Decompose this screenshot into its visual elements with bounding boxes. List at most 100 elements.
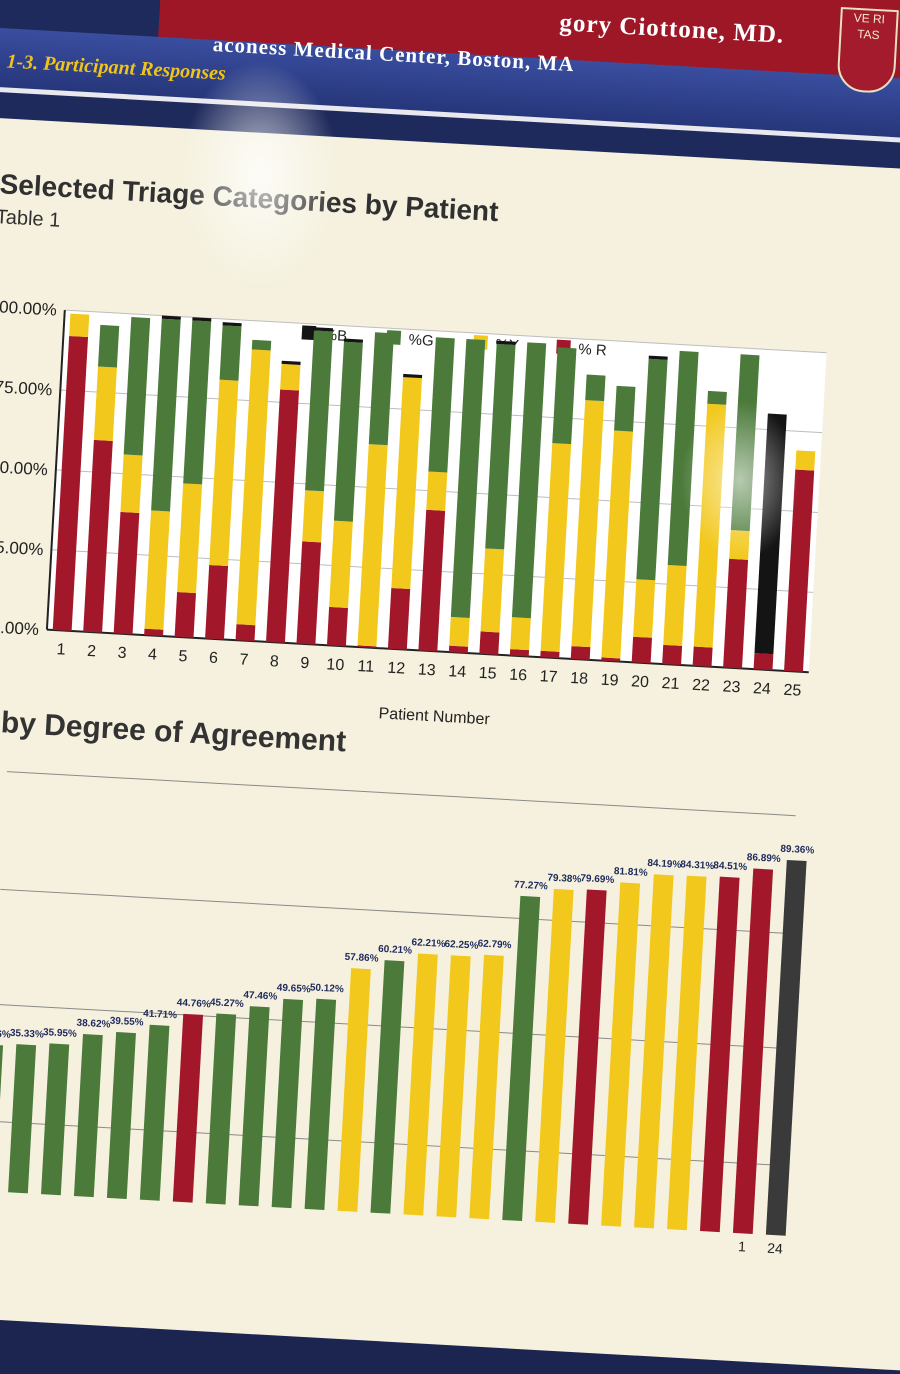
chart2-data-label: 41.71% xyxy=(143,1008,178,1021)
chart2-data-label: 86.89% xyxy=(747,852,782,865)
chart1-bar-p15-B xyxy=(496,340,516,345)
chart2-bar-17 xyxy=(502,895,541,1222)
chart2-data-label: 39.55% xyxy=(109,1016,144,1029)
chart2-data-label: 50.12% xyxy=(310,982,345,995)
chart1-bar-p16-Y xyxy=(510,617,531,651)
chart1-bar-p13-R xyxy=(418,509,446,652)
chart1-legend-label: %G xyxy=(408,331,434,349)
chart1-bar-p23-R xyxy=(723,558,749,669)
chart1-bar-p9-G xyxy=(305,330,333,492)
chart2-bar-13 xyxy=(370,960,405,1214)
chart2-data-label: 60.21% xyxy=(378,944,413,957)
chart2-bar-19 xyxy=(568,889,607,1225)
chart1-x-tick-label: 7 xyxy=(239,651,249,668)
chart2-data-label: 47.46% xyxy=(243,990,278,1003)
chart1-x-tick-label: 5 xyxy=(178,648,188,665)
chart2-data-label: 84.31% xyxy=(680,859,715,872)
chart2-bar-12 xyxy=(337,968,371,1212)
chart1-bar-p20-Y xyxy=(633,579,656,638)
chart1-x-tick-label: 14 xyxy=(448,663,467,681)
chart2-data-label: 35.33% xyxy=(10,1028,45,1041)
chart1-bar-p13-G xyxy=(428,337,455,473)
chart2-bar-24 xyxy=(732,868,774,1234)
chart2-bar-23 xyxy=(699,876,740,1233)
chart1-bar-p10-B xyxy=(343,338,364,343)
chart1-bar-p7-Y xyxy=(236,349,271,626)
chart1-x-tick-label: 2 xyxy=(87,643,97,660)
chart1-bar-p6-G xyxy=(219,325,242,381)
chart1-x-tick-label: 15 xyxy=(478,665,497,683)
triage-stacked-bar-chart: 0.00%25.00%50.00%75.00%100.00%%B%G%Y% R1… xyxy=(0,297,827,728)
chart2-bar-5 xyxy=(106,1031,136,1199)
chart2-data-label: 84.51% xyxy=(713,860,748,873)
chart2-bar-14 xyxy=(403,953,438,1216)
chart1-x-tick-label: 17 xyxy=(539,668,558,686)
chart2-bar-1 xyxy=(0,1044,4,1192)
chart2-bar-22 xyxy=(667,875,707,1231)
chart1-bar-p1-R xyxy=(52,335,89,631)
chart2-data-label: 38.62% xyxy=(76,1018,111,1031)
chart1-bar-p2-R xyxy=(83,439,113,633)
chart1-bar-p11-R xyxy=(357,645,377,649)
chart1-bar-p15-R xyxy=(479,631,500,655)
chart1-x-tick-label: 18 xyxy=(570,670,589,688)
chart1-bar-p5-G xyxy=(183,320,212,485)
chart2-data-label: 62.79% xyxy=(477,938,512,951)
chart1-x-tick-label: 23 xyxy=(722,678,741,696)
chart1-x-tick-label: 4 xyxy=(148,646,158,663)
chart1-x-tick-label: 21 xyxy=(661,675,680,693)
chart1-bar-p6-R xyxy=(205,564,229,640)
chart2-bar-21 xyxy=(634,874,674,1229)
chart1-legend-swatch xyxy=(301,325,317,341)
chart2-bar-8 xyxy=(205,1013,237,1205)
chart2-data-label: 34.86% xyxy=(0,1028,11,1041)
chart1-bar-p10-Y xyxy=(329,520,353,608)
chart1-bar-p25-R xyxy=(784,469,815,672)
chart1-y-tick-label: 50.00% xyxy=(0,457,48,479)
chart2-data-label: 77.27% xyxy=(514,880,549,893)
chart2-bar-15 xyxy=(436,955,471,1218)
chart1-bar-p5-B xyxy=(192,317,212,322)
chart2-bar-25 xyxy=(765,859,807,1236)
chart1-y-axis xyxy=(45,310,66,630)
chart1-gridline xyxy=(64,309,827,354)
chart1-x-tick-label: 10 xyxy=(326,656,345,674)
chart2-data-label: 81.81% xyxy=(614,866,649,879)
chart1-bar-p4-G xyxy=(151,318,181,512)
chart1-bar-p20-G xyxy=(636,358,668,581)
chart1-bar-p10-G xyxy=(333,341,363,522)
chart1-x-tick-label: 16 xyxy=(509,666,528,684)
chart1-bar-p5-Y xyxy=(177,483,203,594)
chart1-bar-p20-B xyxy=(648,355,668,360)
chart1-bar-p5-R xyxy=(174,592,197,638)
chart2-bar-9 xyxy=(238,1006,270,1207)
chart1-x-tick-label: 19 xyxy=(600,672,619,690)
chart1-bar-p14-G xyxy=(450,338,486,618)
chart2-data-label: 35.95% xyxy=(43,1027,78,1040)
chart1-bar-p25-Y xyxy=(795,450,816,471)
chart2-data-label: 62.21% xyxy=(411,937,446,950)
chart1-bar-p15-Y xyxy=(480,548,505,633)
chart1-y-tick-label: 0.00% xyxy=(0,617,39,639)
chart1-bar-p17-G xyxy=(552,347,577,445)
chart1-bar-p6-B xyxy=(222,322,242,327)
chart1-legend-label: % R xyxy=(578,341,607,360)
chart1-x-tick-label: 25 xyxy=(783,682,802,700)
chart2-data-label: 79.38% xyxy=(547,873,582,886)
chart1-bar-p12-B xyxy=(403,373,423,379)
chart1-y-tick-label: 75.00% xyxy=(0,377,53,399)
chart1-x-tick-label: 24 xyxy=(753,680,772,698)
chart1-bar-p19-Y xyxy=(601,430,633,659)
chart1-bar-p3-R xyxy=(113,511,140,635)
chart1-bar-p11-G xyxy=(368,332,394,446)
chart1-bar-p22-R xyxy=(692,646,713,667)
chart1-bar-p8-Y xyxy=(280,363,301,391)
chart1-bar-p9-R xyxy=(296,541,322,645)
chart2-bar-3 xyxy=(41,1043,70,1196)
chart1-x-tick-label: 11 xyxy=(357,658,375,676)
chart2-bar-11 xyxy=(304,998,337,1210)
chart1-bar-p1-Y xyxy=(69,313,90,338)
chart1-bar-p14-R xyxy=(448,645,469,654)
chart1-bar-p18-R xyxy=(570,646,591,660)
